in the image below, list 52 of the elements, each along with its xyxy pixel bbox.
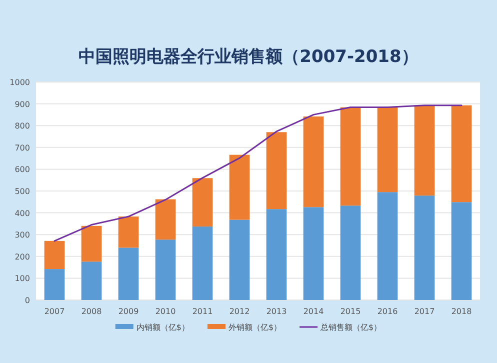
x-tick-label: 2010: [155, 307, 176, 316]
bar: [266, 209, 287, 300]
bar: [118, 248, 139, 300]
bar: [266, 132, 287, 210]
x-tick-label: 2008: [81, 307, 102, 316]
bar: [44, 240, 65, 270]
bar: [451, 105, 472, 202]
bar: [192, 226, 213, 300]
bar: [377, 107, 398, 192]
y-tick-label: 100: [14, 274, 30, 284]
bar: [44, 269, 65, 300]
x-tick-label: 2013: [266, 307, 287, 316]
y-tick-label: 600: [14, 165, 30, 174]
y-tick-label: 1000: [10, 78, 30, 87]
bar: [229, 154, 250, 220]
y-tick-label: 300: [14, 230, 30, 240]
bar: [81, 262, 102, 300]
bar: [155, 240, 176, 300]
x-tick-label: 2014: [303, 307, 324, 316]
y-tick-label: 700: [14, 143, 30, 152]
bar: [192, 178, 213, 227]
y-tick-label: 800: [14, 122, 30, 131]
bar: [81, 226, 102, 262]
x-tick-label: 2015: [340, 307, 361, 316]
x-tick-label: 2017: [414, 307, 435, 316]
y-tick-label: 200: [14, 252, 30, 262]
x-tick-label: 2011: [192, 307, 213, 316]
x-tick-label: 2007: [44, 307, 65, 316]
legend-label: 外销额（亿$）: [228, 323, 282, 332]
bar: [229, 220, 250, 300]
bar: [340, 107, 361, 206]
legend-label: 内销额（亿$）: [136, 323, 190, 332]
bar: [303, 207, 324, 300]
bar: [414, 196, 435, 300]
bar: [451, 202, 472, 300]
line-series: [54, 104, 462, 242]
y-tick-label: 900: [14, 100, 30, 109]
x-tick-label: 2012: [229, 307, 250, 316]
chart-title: 中国照明电器全行业销售额（2007-2018）: [78, 47, 418, 67]
bar: [377, 192, 398, 300]
x-tick-label: 2009: [118, 307, 139, 316]
bar: [414, 105, 435, 196]
bar: [155, 199, 176, 240]
y-tick-label: 400: [14, 208, 30, 218]
legend-label: 总销售额（亿$）: [320, 323, 382, 332]
bar: [118, 216, 139, 248]
bar: [340, 206, 361, 300]
x-tick-label: 2016: [377, 307, 398, 316]
y-tick-label: 0: [24, 296, 30, 305]
y-tick-label: 500: [14, 187, 30, 196]
bar: [303, 116, 324, 208]
x-tick-label: 2018: [451, 307, 472, 316]
